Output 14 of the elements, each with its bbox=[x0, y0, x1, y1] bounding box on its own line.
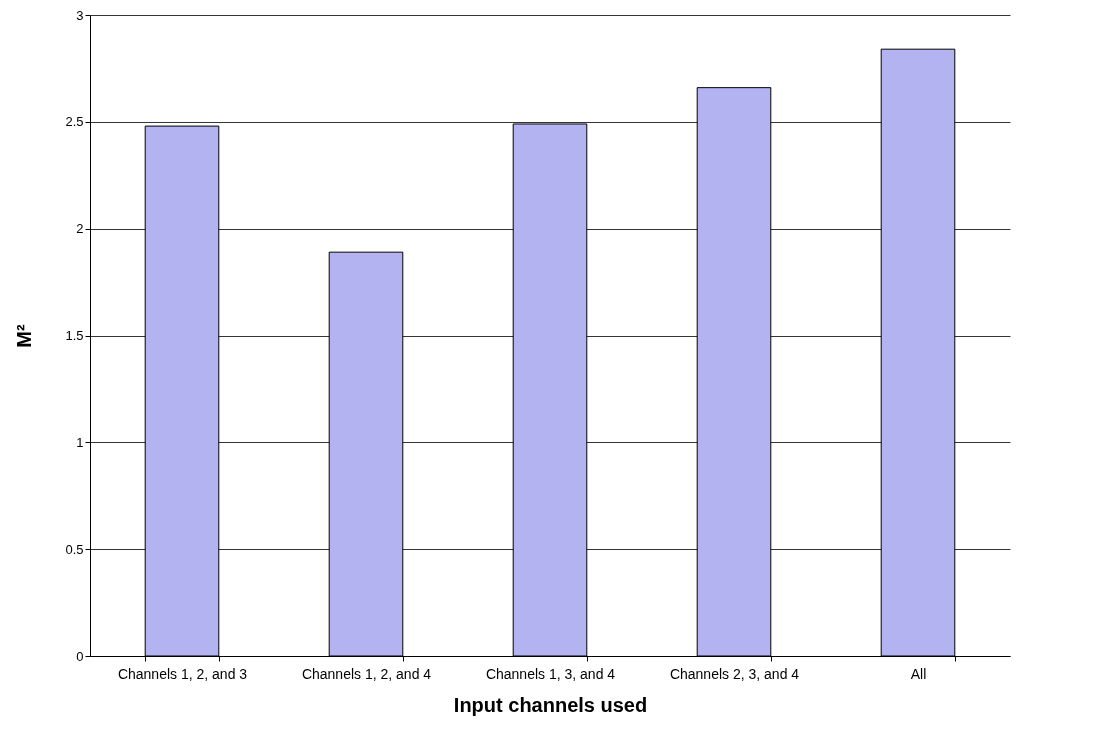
y-tick-label: 0 bbox=[76, 648, 84, 664]
y-tick-label: 3 bbox=[76, 7, 84, 23]
x-tick-label: Channels 1, 2, and 4 bbox=[301, 665, 432, 682]
y-tick-label: 2 bbox=[76, 221, 84, 237]
y-tick-label: 1 bbox=[76, 434, 84, 450]
x-tick-label: Channels 1, 2, and 3 bbox=[117, 665, 248, 682]
x-tick-label: Channels 1, 3, and 4 bbox=[485, 665, 616, 682]
y-tick-label: 1.5 bbox=[65, 328, 84, 343]
y-tick-label: 0.5 bbox=[65, 541, 84, 557]
x-axis-title: Input channels used bbox=[453, 693, 648, 716]
y-axis-title: M² bbox=[13, 324, 36, 348]
y-tick-label: 2.5 bbox=[65, 114, 84, 130]
x-tick-label: All bbox=[910, 665, 927, 682]
x-tick-label: Channels 2, 3, and 4 bbox=[669, 665, 800, 682]
